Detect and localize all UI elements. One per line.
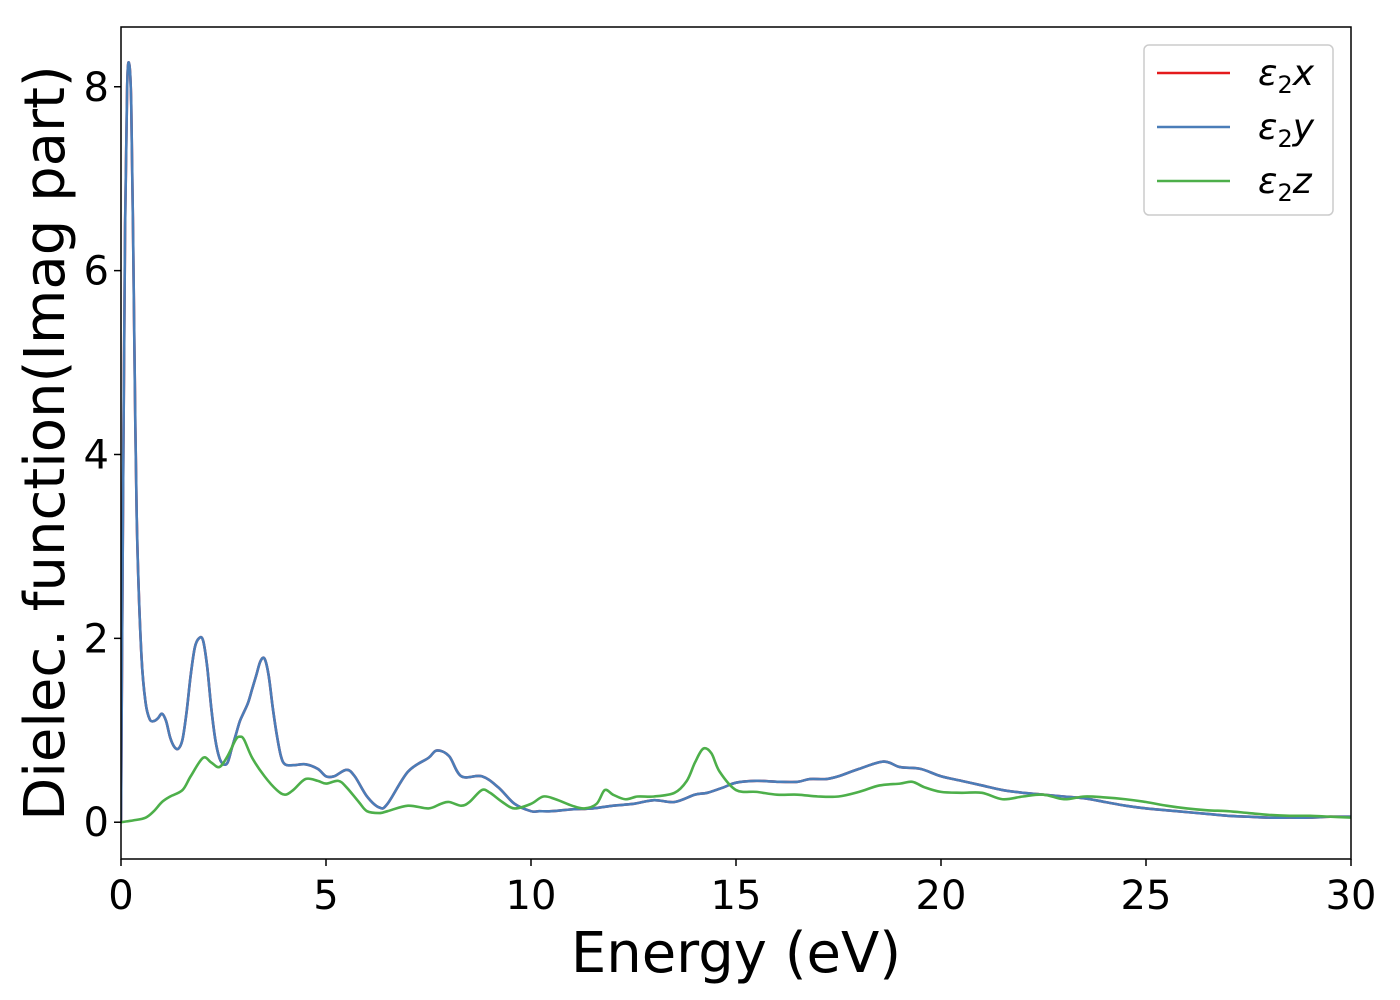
legend-label-y: ε2y bbox=[1258, 107, 1315, 153]
legend-box bbox=[1143, 44, 1334, 216]
legend-label-x: ε2x bbox=[1258, 53, 1315, 99]
y-axis-title: Dielec. function(Imag part) bbox=[13, 65, 78, 821]
x-tick-label: 15 bbox=[711, 873, 762, 919]
x-tick-label: 25 bbox=[1121, 873, 1172, 919]
x-tick-label: 0 bbox=[108, 873, 133, 919]
legend: ε2x ε2y ε2z bbox=[1143, 44, 1334, 216]
y-tick-label: 4 bbox=[84, 432, 109, 478]
x-axis-ticks: 0 5 10 15 20 25 30 bbox=[108, 859, 1376, 919]
y-tick-label: 0 bbox=[84, 800, 109, 846]
y-tick-label: 6 bbox=[84, 249, 109, 295]
x-tick-label: 30 bbox=[1326, 873, 1377, 919]
y-axis-ticks: 0 2 4 6 8 bbox=[84, 65, 121, 846]
legend-label-z: ε2z bbox=[1258, 161, 1313, 207]
y-tick-label: 2 bbox=[84, 616, 109, 662]
x-axis-title: Energy (eV) bbox=[571, 921, 901, 986]
plot-area bbox=[121, 60, 1351, 824]
x-tick-label: 10 bbox=[506, 873, 557, 919]
y-tick-label: 8 bbox=[84, 65, 109, 111]
x-tick-label: 5 bbox=[313, 873, 338, 919]
series-line-y bbox=[121, 60, 1351, 823]
series-line-z bbox=[121, 735, 1351, 824]
x-tick-label: 20 bbox=[916, 873, 967, 919]
